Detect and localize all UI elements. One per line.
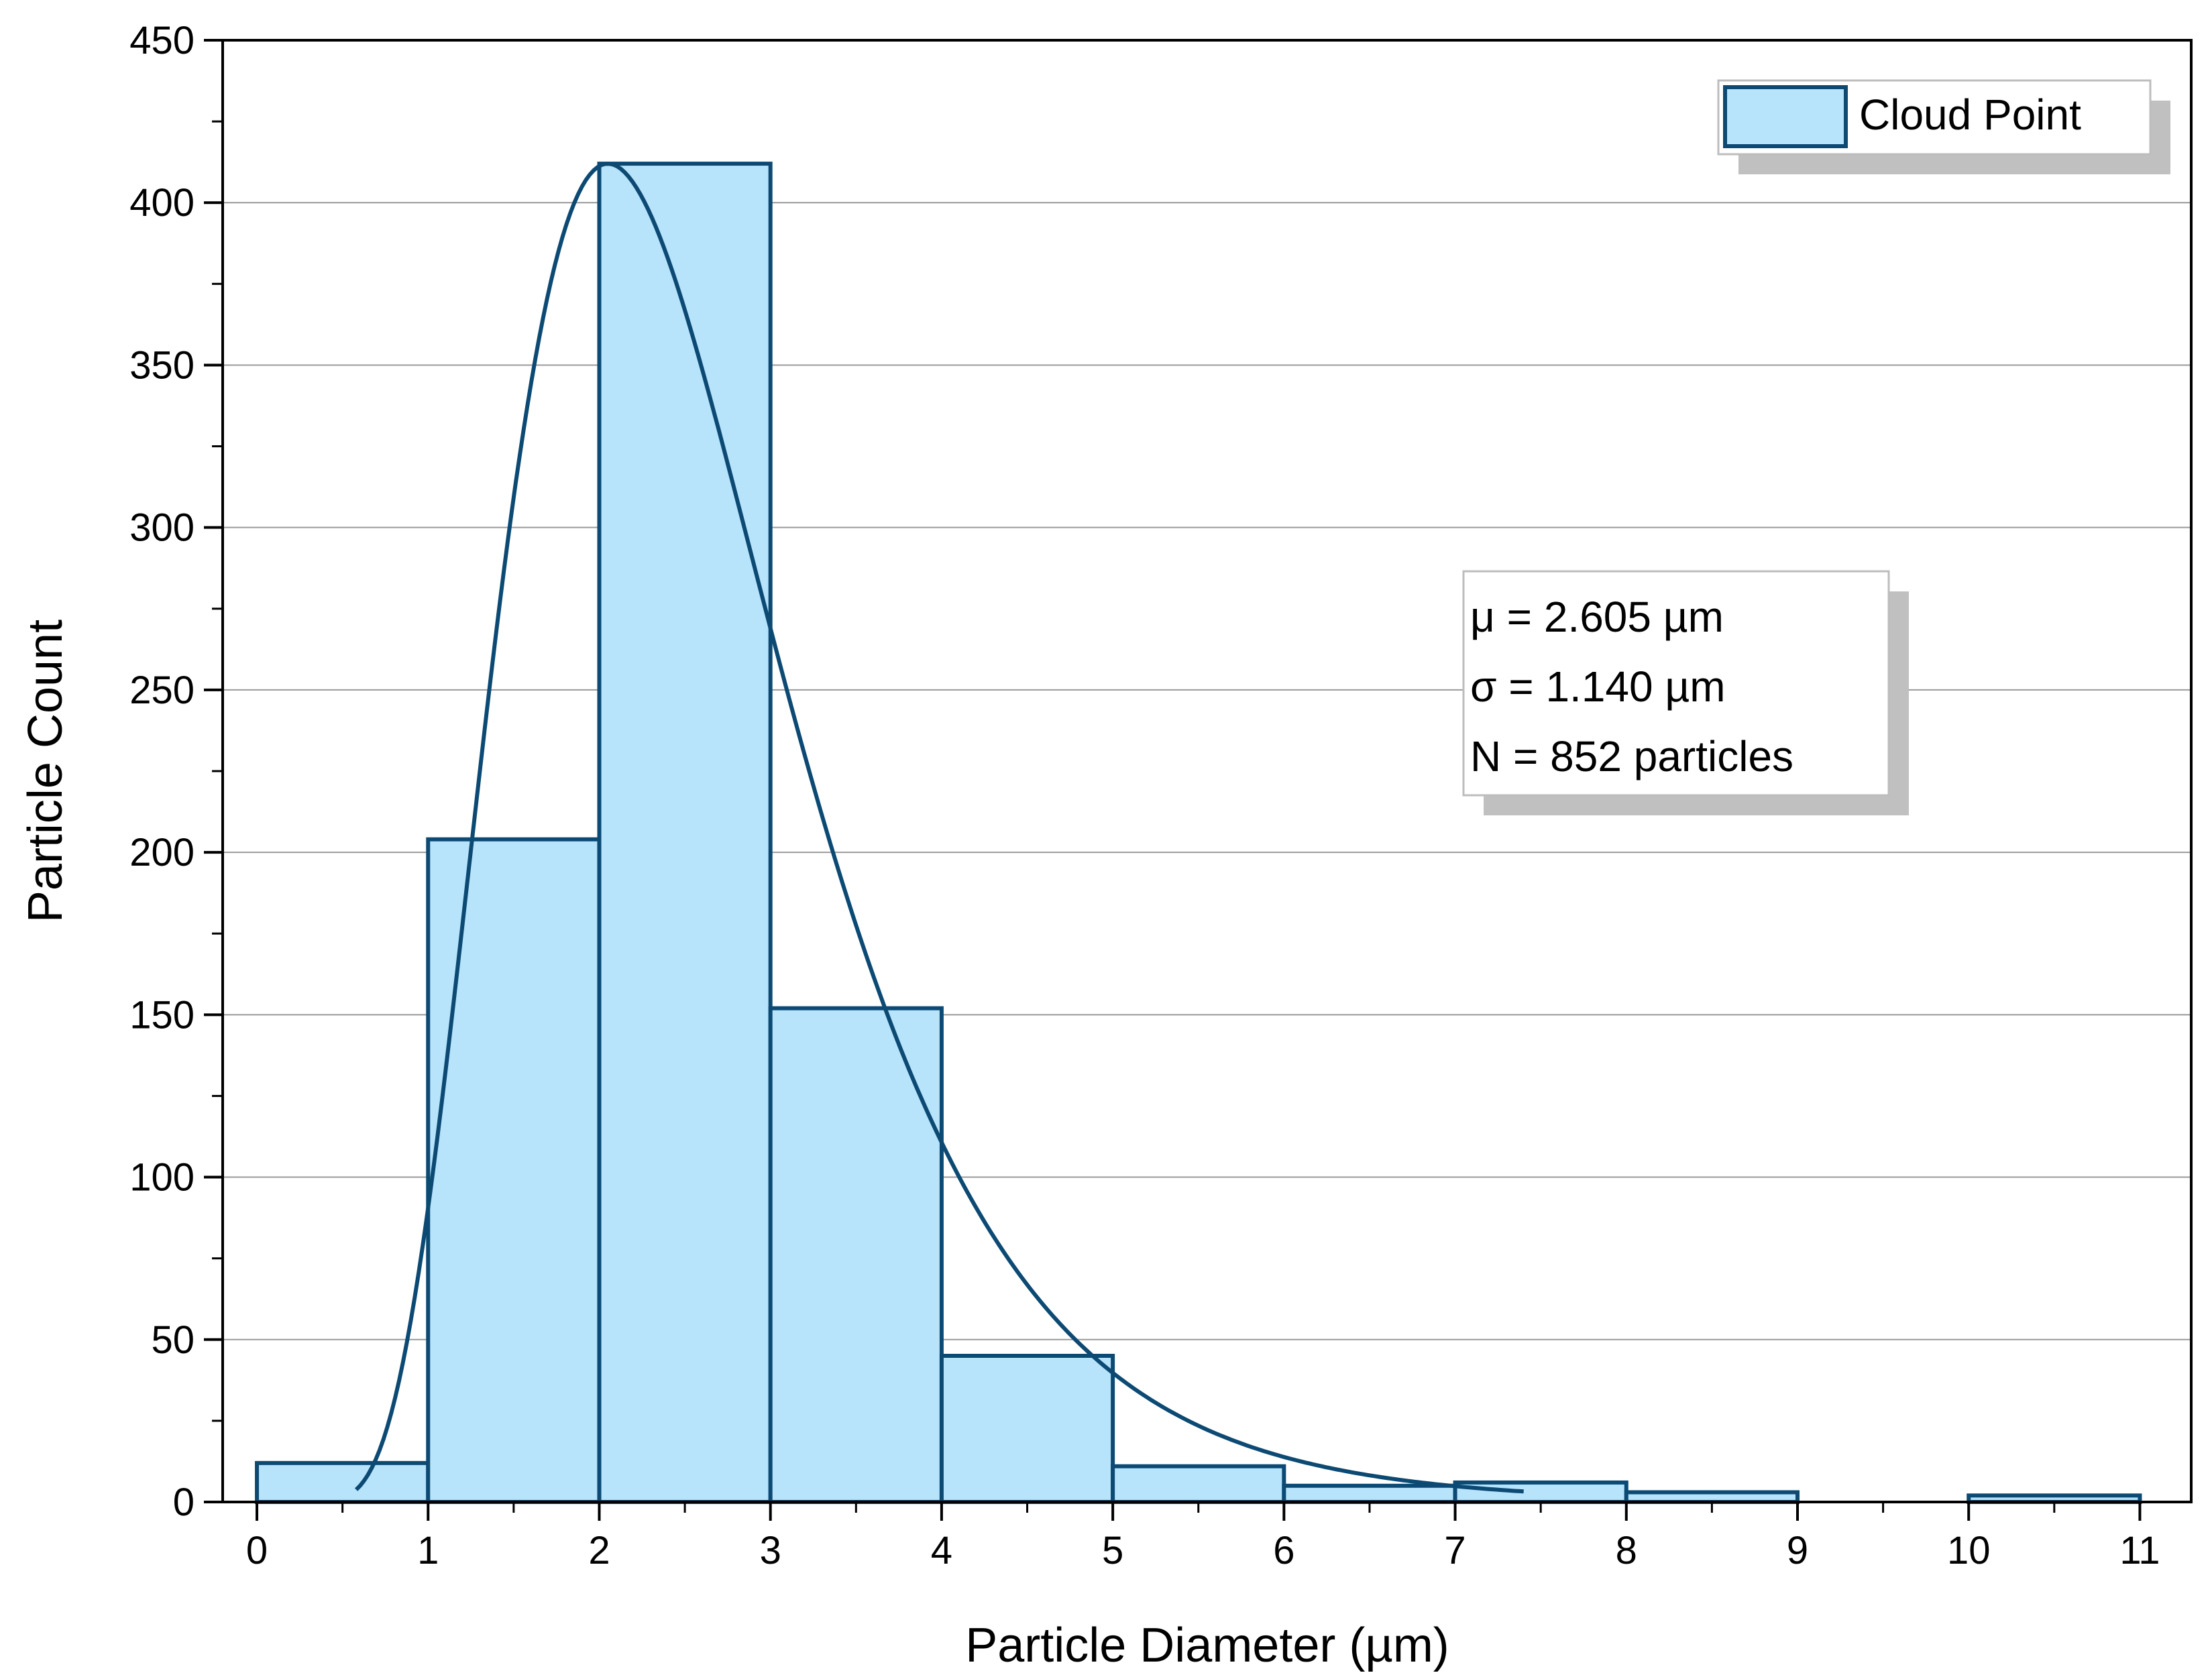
- legend-swatch: [1723, 85, 1848, 148]
- histogram-bars: [255, 162, 2142, 1505]
- stats-count: N = 852 particles: [1470, 732, 1793, 780]
- histogram-bar-5: [1111, 1464, 1286, 1505]
- x-axis-title: Particle Diameter (µm): [965, 1619, 1449, 1672]
- fit-curve-group: [354, 162, 1524, 1494]
- y-tick-label: 50: [151, 1318, 195, 1362]
- y-tick-label: 150: [129, 993, 195, 1037]
- y-tick-label: 300: [129, 506, 195, 550]
- x-tick-label: 8: [1616, 1529, 1637, 1572]
- x-tick-label: 1: [417, 1529, 439, 1572]
- x-tick-label: 10: [1947, 1529, 1991, 1572]
- histogram-bar-2: [597, 162, 773, 1505]
- histogram-bar-4: [939, 1354, 1115, 1504]
- histogram-bar-6: [1282, 1483, 1457, 1505]
- x-tick-label: 3: [760, 1529, 781, 1572]
- x-tick-label: 11: [2119, 1529, 2160, 1572]
- y-tick-label: 350: [129, 343, 195, 387]
- histogram-bar-3: [768, 1006, 944, 1504]
- x-tick-label: 7: [1444, 1529, 1466, 1572]
- stats-sigma: σ = 1.140 µm: [1470, 662, 1726, 711]
- histogram-bar-0: [255, 1460, 431, 1505]
- x-tick-label: 6: [1273, 1529, 1294, 1572]
- histogram-bar-7: [1453, 1480, 1628, 1505]
- y-tick-label: 200: [129, 831, 195, 874]
- axis-ticks: [204, 39, 2142, 1521]
- stats-box: [1462, 570, 1890, 797]
- histogram-bar-8: [1624, 1490, 1800, 1504]
- legend: Cloud Point: [1717, 79, 2170, 174]
- y-tick-label: 450: [129, 19, 195, 62]
- legend-label: Cloud Point: [1859, 91, 2081, 139]
- x-tick-label: 0: [246, 1529, 268, 1572]
- x-tick-label: 9: [1787, 1529, 1808, 1572]
- x-tick-label: 2: [588, 1529, 610, 1572]
- stats-mean: μ = 2.605 µm: [1470, 593, 1724, 641]
- y-axis-title: Particle Count: [19, 620, 72, 923]
- histogram-bar-1: [426, 837, 602, 1504]
- y-tick-label: 250: [129, 669, 195, 712]
- fit-curve: [354, 162, 1524, 1494]
- axis-tick-labels: 0 1 2 3 4 5 6 7 8 9 10 11 0 50 100 150 200 250 300 350 400 45…: [129, 19, 2160, 1572]
- x-tick-label: 5: [1102, 1529, 1123, 1572]
- stats-annotation: μ = 2.605 µm σ = 1.140 µm N = 852 partic…: [1462, 570, 1909, 815]
- x-tick-label: 4: [931, 1529, 952, 1572]
- y-tick-label: 400: [129, 181, 195, 225]
- y-tick-label: 100: [129, 1156, 195, 1200]
- y-tick-label: 0: [173, 1481, 195, 1524]
